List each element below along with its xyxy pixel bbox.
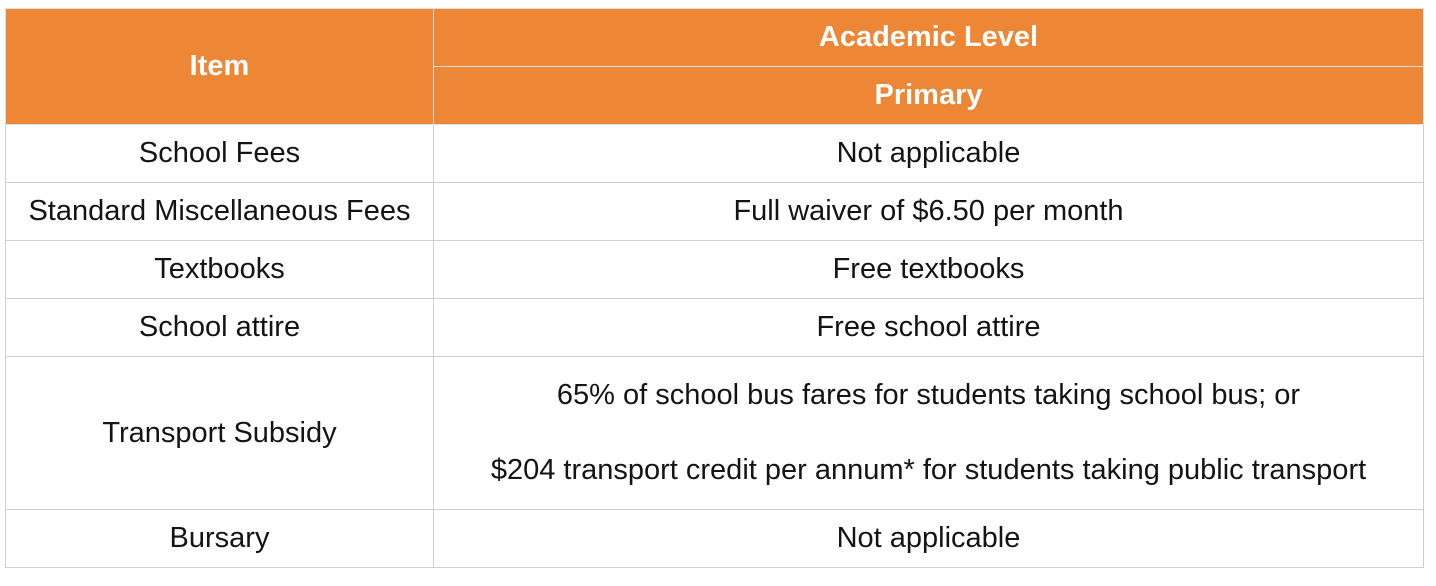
table-row: Textbooks Free textbooks (5, 240, 1424, 299)
item-cell: Transport Subsidy (5, 356, 434, 510)
item-cell: Textbooks (5, 240, 434, 299)
value-line: 65% of school bus fares for students tak… (556, 379, 1301, 411)
item-cell: School attire (5, 298, 434, 357)
value-cell: Not applicable (433, 509, 1424, 568)
value-cell: Free school attire (433, 298, 1424, 357)
item-column-header: Item (5, 8, 434, 125)
header-row-2: Primary (6, 66, 1424, 125)
line-spacer (434, 412, 1423, 454)
academic-level-header: Academic Level (433, 8, 1424, 67)
value-cell: 65% of school bus fares for students tak… (433, 356, 1424, 510)
table-row: School Fees Not applicable (5, 124, 1424, 183)
header-row-1: Item Academic Level (5, 8, 1424, 125)
primary-level-header: Primary (433, 66, 1424, 125)
table-row: Transport Subsidy 65% of school bus fare… (5, 356, 1424, 510)
item-cell: School Fees (5, 124, 434, 183)
table-row: Bursary Not applicable (5, 509, 1424, 568)
assistance-table-container: Item Academic Level Primary School Fees … (5, 8, 1424, 568)
value-cell: Not applicable (433, 124, 1424, 183)
value-line: $204 transport credit per annum* for stu… (490, 454, 1367, 486)
table-row: School attire Free school attire (5, 298, 1424, 357)
item-cell: Standard Miscellaneous Fees (5, 182, 434, 241)
value-cell: Free textbooks (433, 240, 1424, 299)
item-cell: Bursary (5, 509, 434, 568)
table-row: Standard Miscellaneous Fees Full waiver … (5, 182, 1424, 241)
value-cell: Full waiver of $6.50 per month (433, 182, 1424, 241)
assistance-table: Item Academic Level Primary School Fees … (5, 8, 1424, 568)
